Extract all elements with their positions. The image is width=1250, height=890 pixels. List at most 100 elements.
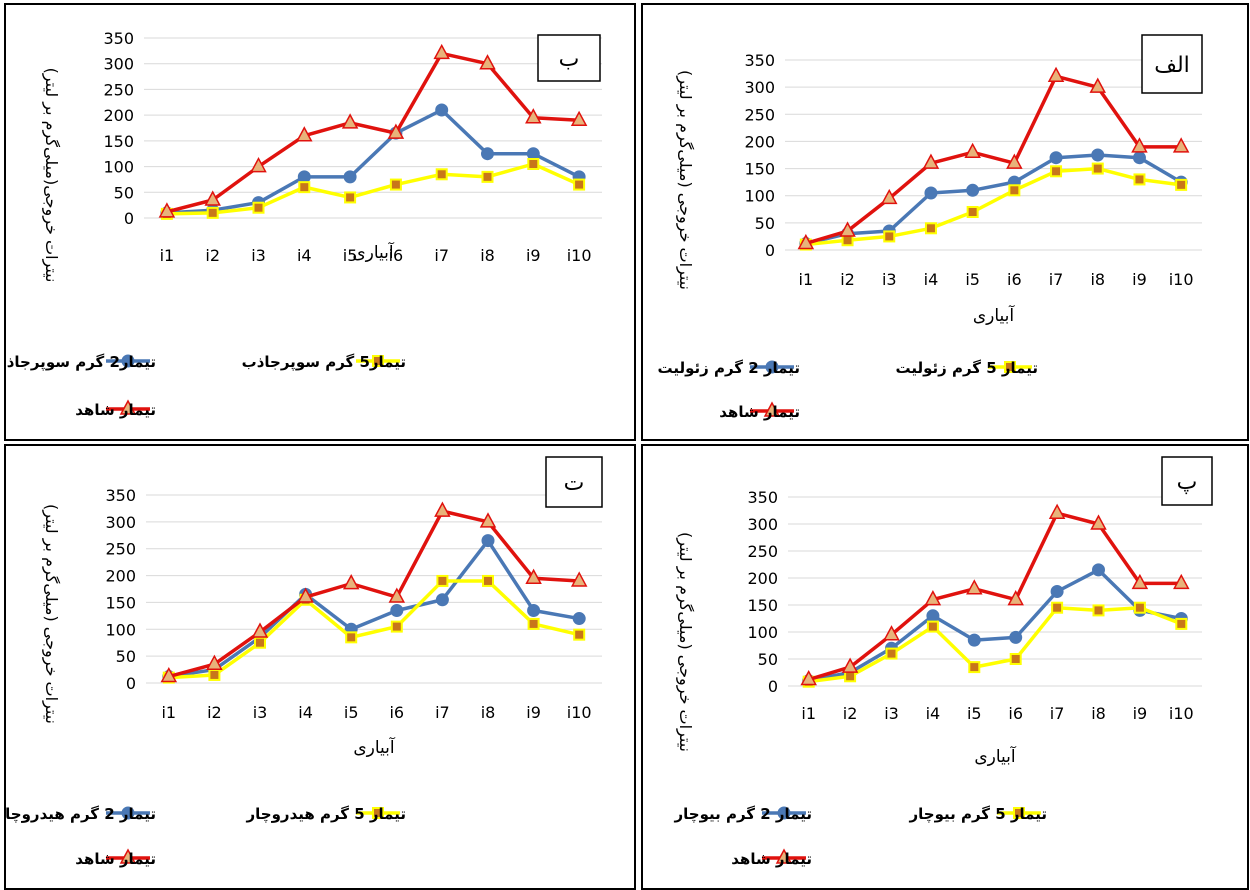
data-point <box>527 617 540 630</box>
data-point <box>208 668 221 681</box>
data-point <box>297 170 311 184</box>
data-point <box>1006 153 1023 169</box>
data-point <box>797 233 815 250</box>
x-tick-label: i4 <box>297 246 312 265</box>
panel-label-box <box>1161 456 1213 506</box>
data-point <box>880 188 898 205</box>
x-axis-label: آبیاری <box>973 304 1016 326</box>
x-tick-label: i5 <box>967 704 982 723</box>
y-tick-label: 0 <box>124 209 134 228</box>
data-point <box>570 571 588 587</box>
series-3 <box>160 501 588 683</box>
data-point <box>204 190 221 206</box>
x-tick-label: i7 <box>1050 704 1065 723</box>
y-tick-label: 0 <box>126 674 136 693</box>
y-tick-label: 200 <box>105 567 136 586</box>
legend-item: تیمار شاهد <box>75 848 156 868</box>
x-tick-label: i3 <box>251 246 266 265</box>
legend-label: تیمار 2 گرم بیوچار <box>674 805 812 824</box>
y-tick-label: 350 <box>747 488 778 507</box>
y-tick-label: 150 <box>744 160 775 179</box>
data-point <box>297 587 314 603</box>
series-1 <box>162 534 586 684</box>
data-point <box>389 178 402 191</box>
legend-label: تیمار شاهد <box>75 401 156 419</box>
legend-item: تیمار2 گرم سوپرجاذب <box>6 353 156 372</box>
panel-label: ب <box>559 47 580 72</box>
x-tick-label: i4 <box>298 703 313 722</box>
x-tick-label: i2 <box>207 703 222 722</box>
data-point <box>570 110 588 127</box>
x-tick-label: i10 <box>1169 704 1194 723</box>
x-tick-label: i10 <box>1169 270 1194 289</box>
legend-label: تیمار 2 گرم زئولیت <box>657 359 800 377</box>
data-point <box>1008 184 1021 197</box>
y-tick-label: 50 <box>755 214 775 233</box>
data-point <box>525 568 542 585</box>
series-2 <box>160 158 586 220</box>
data-point <box>254 636 266 649</box>
y-axis-label: نیترات خروجی (میلی‌گرم بر لیتر) <box>675 532 695 752</box>
legend-item: تیمار 2 گرم زئولیت <box>657 359 800 377</box>
legend-marker <box>1013 807 1025 819</box>
data-point <box>1133 601 1146 614</box>
data-point <box>343 170 357 184</box>
legend-item: تیمار5 گرم سوپرجاذب <box>242 353 406 372</box>
data-point <box>968 661 981 674</box>
data-point <box>158 202 176 218</box>
series-3 <box>800 503 1190 686</box>
x-tick-label: i9 <box>526 703 541 722</box>
x-axis-label: آبیاری <box>352 241 395 263</box>
x-tick-label: i9 <box>1132 270 1147 289</box>
data-point <box>924 186 938 200</box>
x-tick-label: i7 <box>1049 270 1064 289</box>
y-tick-label: 200 <box>103 106 134 125</box>
legend-marker <box>765 360 779 374</box>
data-point <box>1092 604 1105 617</box>
x-tick-label: i5 <box>343 246 358 265</box>
data-point <box>885 647 898 660</box>
data-point <box>481 147 494 161</box>
y-tick-label: 50 <box>758 650 778 669</box>
data-point <box>296 126 313 142</box>
data-point <box>1007 590 1024 606</box>
data-point <box>1172 137 1190 153</box>
y-tick-label: 300 <box>747 515 778 534</box>
data-point <box>1051 601 1064 614</box>
y-tick-label: 350 <box>105 486 136 505</box>
legend-item: تیمار شاهد <box>719 401 800 421</box>
data-point <box>1175 617 1188 630</box>
x-tick-label: i8 <box>1091 704 1106 723</box>
y-tick-label: 300 <box>103 55 134 74</box>
series-line <box>168 538 580 679</box>
data-point <box>206 206 219 219</box>
data-point <box>345 631 358 644</box>
y-tick-label: 150 <box>103 132 134 151</box>
y-tick-label: 250 <box>744 105 775 124</box>
chart-panel-t: 0 50 100 150 200 250 300 350 i1 i2 i3 i4 i5 i6 i7 i8 i9 i… <box>4 444 636 890</box>
legend-marker <box>775 848 793 864</box>
data-point <box>924 222 937 235</box>
data-point <box>479 54 496 70</box>
data-point <box>926 620 939 633</box>
legend-marker <box>121 354 135 368</box>
x-tick-label: i1 <box>801 704 816 723</box>
series-line <box>166 108 580 215</box>
data-point <box>1131 137 1148 153</box>
gridlines <box>146 494 602 684</box>
legend-label: تیمار شاهد <box>75 850 156 868</box>
data-point <box>527 158 540 170</box>
series-1 <box>160 103 586 220</box>
series-line <box>166 51 580 214</box>
data-point <box>482 574 494 587</box>
y-tick-label: 150 <box>747 596 778 615</box>
series-line <box>808 568 1182 683</box>
legend-marker <box>763 401 781 417</box>
y-tick-label: 100 <box>747 623 778 642</box>
data-point <box>1091 148 1105 162</box>
x-tick-label: i8 <box>1090 270 1105 289</box>
data-point <box>251 622 269 638</box>
x-tick-label: i6 <box>389 246 404 265</box>
legend-item: تیمار 2 گرم بیوچار <box>674 805 812 824</box>
data-point <box>390 620 403 633</box>
